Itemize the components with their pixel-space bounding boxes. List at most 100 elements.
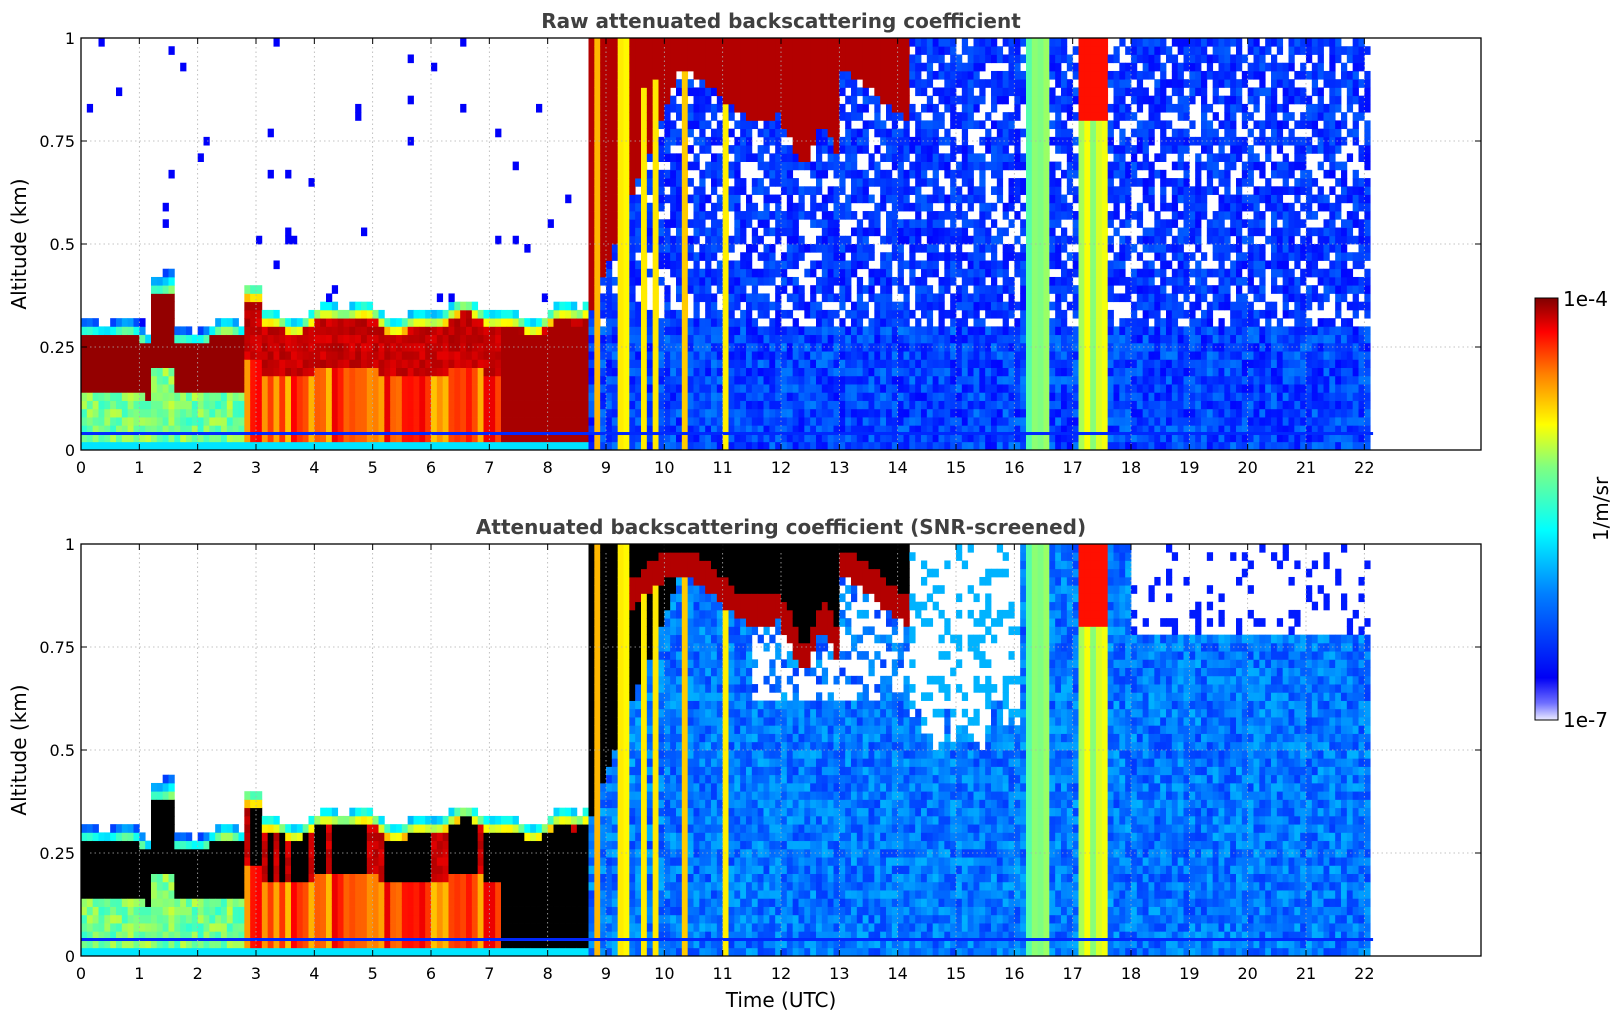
heatmap-cell — [244, 392, 251, 401]
heatmap-cell — [162, 441, 169, 450]
heatmap-cell — [162, 318, 169, 327]
heatmap-cell — [320, 351, 327, 360]
heatmap-cell — [722, 79, 729, 88]
heatmap-cell — [296, 326, 304, 336]
heatmap-cell — [541, 367, 549, 377]
heatmap-cell — [670, 194, 677, 204]
heatmap-cell — [903, 433, 910, 443]
heatmap-cell — [308, 408, 315, 418]
heatmap-cell — [326, 309, 333, 319]
heatmap-cell — [851, 62, 858, 72]
heatmap-cell — [641, 120, 648, 130]
heatmap-cell — [536, 318, 543, 327]
heatmap-cell — [139, 433, 146, 443]
heatmap-cell — [804, 153, 811, 162]
heatmap-cell — [851, 46, 858, 55]
heatmap-cell — [355, 351, 362, 360]
heatmap-cell — [664, 62, 671, 72]
heatmap-cell — [559, 351, 566, 360]
heatmap-cell — [664, 103, 671, 113]
heatmap-cell — [938, 219, 945, 228]
heatmap-cell — [1037, 326, 1044, 336]
heatmap-cell — [827, 79, 834, 88]
heatmap-cell — [460, 334, 467, 344]
heatmap-cell — [699, 244, 706, 253]
heatmap-cell — [349, 425, 356, 434]
heatmap-cell — [763, 400, 770, 410]
heatmap-cell — [722, 145, 729, 154]
heatmap-cell — [331, 375, 339, 385]
heatmap-cell — [331, 309, 339, 319]
heatmap-cell — [1020, 359, 1027, 368]
heatmap-cell — [775, 145, 782, 154]
heatmap-cell — [845, 342, 852, 352]
heatmap-cell — [104, 351, 111, 360]
heatmap-cell — [617, 375, 624, 385]
heatmap-cell — [372, 375, 379, 385]
heatmap-cell — [921, 268, 928, 278]
heatmap-cell — [1002, 392, 1009, 401]
heatmap-cell — [705, 433, 712, 443]
heatmap-cell — [996, 309, 1004, 319]
heatmap-cell — [629, 178, 636, 187]
heatmap-cell — [209, 326, 216, 336]
heatmap-cell — [600, 260, 607, 270]
heatmap-cell — [652, 219, 659, 228]
heatmap-cell — [792, 433, 799, 443]
heatmap-cell — [944, 334, 951, 344]
heatmap-cell — [606, 103, 613, 113]
heatmap-cell — [302, 342, 309, 352]
heatmap-cell — [851, 252, 858, 261]
heatmap-cell — [746, 87, 753, 97]
heatmap-cell — [635, 136, 642, 146]
heatmap-cell — [681, 367, 689, 377]
heatmap-cell — [588, 128, 595, 138]
heatmap-cell — [425, 334, 432, 344]
heatmap-cell — [810, 408, 817, 418]
heatmap-cell — [1020, 318, 1027, 327]
heatmap-cell — [681, 417, 689, 426]
heatmap-cell — [1031, 169, 1039, 179]
heatmap-cell — [658, 62, 665, 72]
heatmap-cell — [862, 309, 869, 319]
heatmap-cell — [226, 417, 234, 426]
heatmap-cell — [839, 334, 846, 344]
heatmap-cell — [676, 276, 683, 286]
heatmap-cell — [880, 408, 887, 418]
heatmap-cell — [460, 425, 467, 434]
heatmap-cell — [681, 433, 689, 443]
heatmap-cell — [991, 169, 998, 179]
heatmap-cell — [810, 202, 817, 212]
heatmap-cell — [629, 301, 636, 311]
heatmap-cell — [617, 392, 624, 401]
heatmap-cell — [985, 367, 992, 377]
heatmap-cell — [886, 169, 893, 179]
heatmap-cell — [285, 367, 292, 377]
heatmap-cell — [996, 400, 1004, 410]
heatmap-cell — [326, 293, 333, 303]
heatmap-cell — [961, 136, 969, 146]
heatmap-cell — [833, 70, 840, 80]
heatmap-cell — [740, 367, 747, 377]
heatmap-cell — [740, 417, 747, 426]
heatmap-cell — [133, 375, 140, 385]
heatmap-cell — [874, 219, 881, 228]
heatmap-cell — [174, 392, 181, 401]
heatmap-cell — [104, 400, 111, 410]
heatmap-cell — [641, 38, 648, 47]
heatmap-cell — [781, 169, 788, 179]
heatmap-cell — [734, 62, 741, 72]
heatmap-cell — [524, 334, 531, 344]
heatmap-cell — [594, 38, 601, 47]
heatmap-cell — [629, 359, 636, 368]
heatmap-cell — [559, 342, 566, 352]
heatmap-cell — [903, 400, 910, 410]
heatmap-cell — [226, 441, 234, 450]
heatmap-cell — [944, 326, 951, 336]
heatmap-cell — [921, 392, 928, 401]
heatmap-cell — [629, 351, 636, 360]
heatmap-cell — [996, 425, 1004, 434]
heatmap-cell — [996, 326, 1004, 336]
heatmap-cell — [868, 211, 875, 220]
heatmap-cell — [232, 433, 239, 443]
